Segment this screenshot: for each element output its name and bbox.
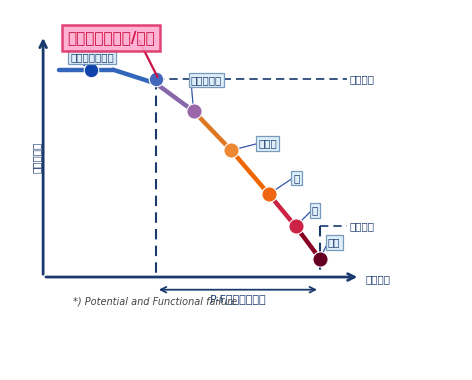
Text: P-Fインターバル: P-Fインターバル [210, 294, 266, 304]
Text: 機器の状態: 機器の状態 [32, 142, 42, 173]
Text: 煙: 煙 [312, 205, 318, 215]
Point [292, 223, 299, 230]
Text: 故障: 故障 [328, 238, 340, 247]
Text: *) Potential and Functional failure: *) Potential and Functional failure [73, 297, 237, 307]
Point [316, 256, 324, 262]
Text: ノイズ: ノイズ [258, 138, 277, 149]
Text: 稼偐時間: 稼偐時間 [365, 274, 390, 284]
Text: 状態変化の開始: 状態変化の開始 [70, 52, 114, 62]
Point [228, 147, 235, 154]
Text: 潤滑油変化: 潤滑油変化 [191, 75, 222, 85]
Point [265, 191, 273, 197]
Point [88, 66, 95, 73]
Text: 熱: 熱 [293, 173, 299, 183]
Point [152, 76, 160, 82]
Text: ショックパルス/振動: ショックパルス/振動 [67, 30, 155, 46]
Text: 検出限界: 検出限界 [349, 74, 374, 84]
Text: 機能限界: 機能限界 [349, 222, 374, 231]
Point [190, 108, 197, 114]
